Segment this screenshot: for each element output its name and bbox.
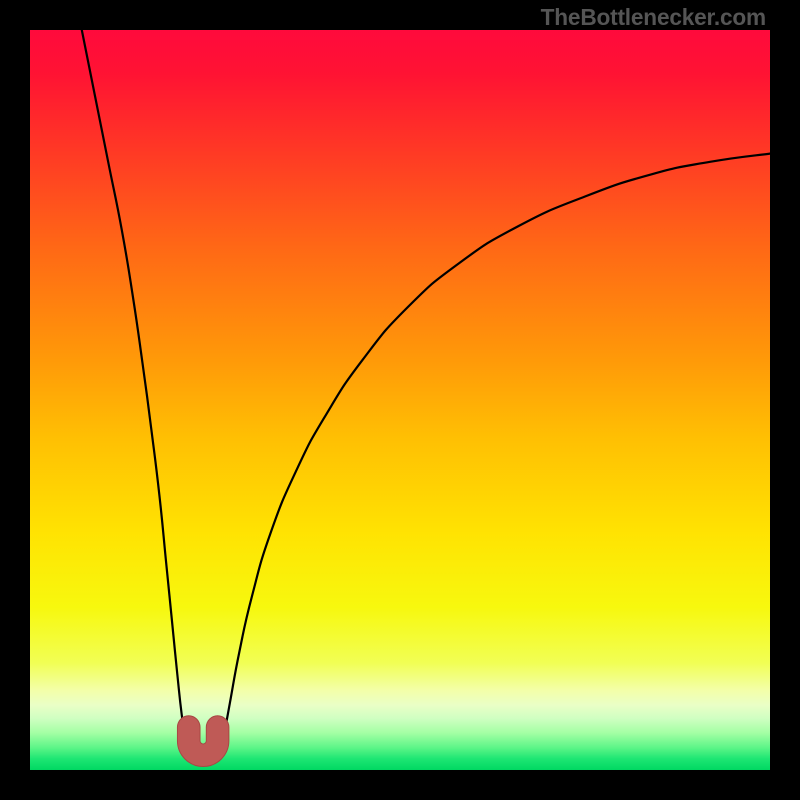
dip-u-marker <box>189 727 218 755</box>
curve-left <box>82 30 186 744</box>
chart-plot-area <box>30 30 770 770</box>
curve-right <box>222 154 770 745</box>
watermark-label: TheBottlenecker.com <box>541 4 766 31</box>
bottleneck-curve-svg <box>30 30 770 770</box>
